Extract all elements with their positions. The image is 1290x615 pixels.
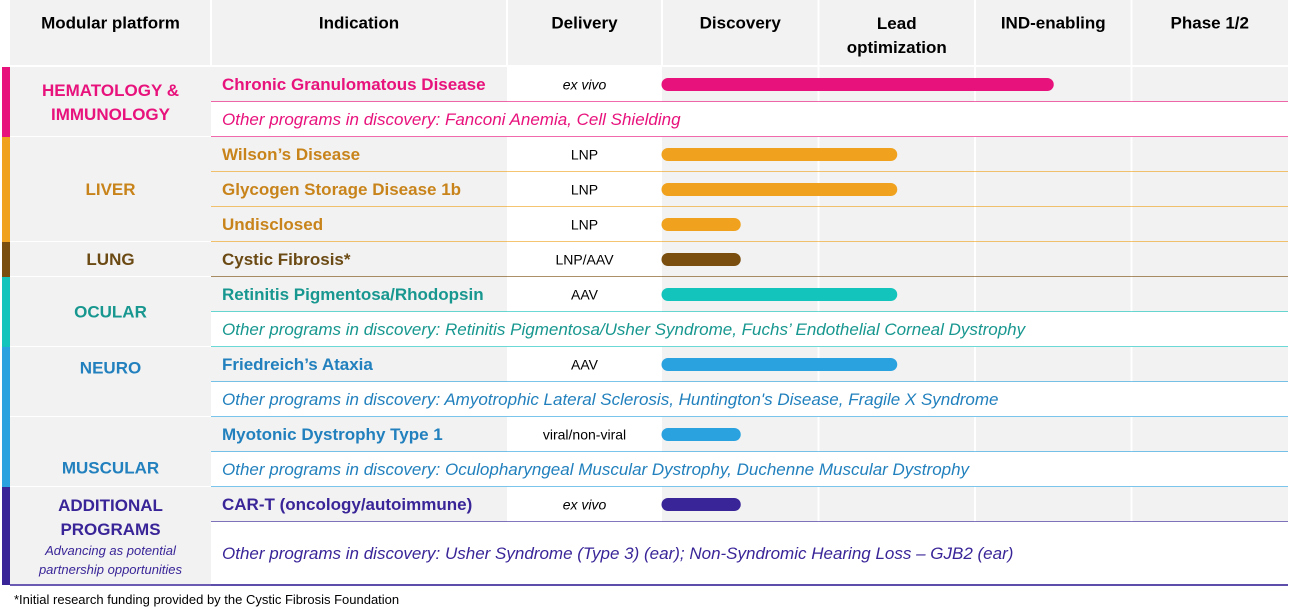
header-background <box>10 0 1288 65</box>
other-programs-note: Other programs in discovery: Fanconi Ane… <box>222 110 681 129</box>
header-indication: Indication <box>319 14 399 33</box>
platform-cell <box>10 347 211 417</box>
platform-cell <box>10 487 211 585</box>
delivery-label: LNP <box>571 182 598 198</box>
delivery-label: AAV <box>571 357 599 373</box>
header-delivery: Delivery <box>551 14 618 33</box>
platform-cell <box>10 417 211 487</box>
delivery-cell <box>507 347 662 382</box>
platform-cell <box>10 67 211 137</box>
indication-label: Cystic Fibrosis* <box>222 250 351 269</box>
platform-accent-bar <box>2 242 10 277</box>
platform-label: NEURO <box>80 359 141 378</box>
platform-label: MUSCULAR <box>62 459 159 478</box>
header-phase: Lead optimization <box>847 14 947 57</box>
note-background <box>211 452 1288 487</box>
pipeline-chart: Modular platform Indication Delivery Discov… <box>2 0 1288 586</box>
other-programs-note: Other programs in discovery: Usher Syndr… <box>222 544 1013 563</box>
other-programs-note: Other programs in discovery: Amyotrophic… <box>222 390 998 409</box>
platform-label: LUNG <box>86 250 134 269</box>
footnote: *Initial research funding provided by th… <box>14 592 400 607</box>
row-background <box>211 417 1288 452</box>
indication-label: Glycogen Storage Disease 1b <box>222 180 461 199</box>
delivery-label: ex vivo <box>563 77 607 93</box>
delivery-cell <box>507 207 662 242</box>
delivery-label: LNP/AAV <box>555 252 614 268</box>
delivery-label: ex vivo <box>563 497 607 513</box>
delivery-cell <box>507 277 662 312</box>
note-background <box>211 102 1288 137</box>
delivery-label: viral/non-viral <box>543 427 626 443</box>
note-background <box>211 382 1288 417</box>
platform-accent-bar <box>2 277 10 347</box>
header-phase: Discovery <box>700 14 782 33</box>
row-background <box>211 242 1288 277</box>
other-programs-note: Other programs in discovery: Retinitis P… <box>222 320 1027 339</box>
header-phase: IND-enabling <box>1001 14 1106 33</box>
indication-label: Wilson’s Disease <box>222 145 360 164</box>
header-platform: Modular platform <box>41 14 180 33</box>
delivery-cell <box>507 172 662 207</box>
platform-cell <box>10 277 211 347</box>
platform-cell <box>10 137 211 242</box>
row-background <box>211 207 1288 242</box>
delivery-cell <box>507 417 662 452</box>
row-background <box>211 487 1288 522</box>
platform-accent-bar <box>2 487 10 585</box>
delivery-label: LNP <box>571 147 598 163</box>
platform-cell <box>10 242 211 277</box>
indication-label: Friedreich’s Ataxia <box>222 355 373 374</box>
header-phase: Phase 1/2 <box>1171 14 1249 33</box>
platform-label: LIVER <box>85 180 135 199</box>
platform-subtitle: Advancing as potential partnership opport… <box>38 543 183 577</box>
other-programs-note: Other programs in discovery: Oculopharyn… <box>222 460 971 479</box>
platform-label: HEMATOLOGY & IMMUNOLOGY <box>42 81 179 124</box>
delivery-cell <box>507 487 662 522</box>
delivery-label: LNP <box>571 217 598 233</box>
platform-accent-bar <box>2 137 10 242</box>
platform-accent-bar <box>2 67 10 137</box>
indication-label: CAR-T (oncology/autoimmune) <box>222 495 472 514</box>
indication-label: Chronic Granulomatous Disease <box>222 75 486 94</box>
indication-label: Myotonic Dystrophy Type 1 <box>222 425 443 444</box>
note-background <box>211 312 1288 347</box>
delivery-cell <box>507 242 662 277</box>
indication-label: Undisclosed <box>222 215 323 234</box>
note-background <box>211 522 1288 585</box>
platform-label: OCULAR <box>74 303 147 322</box>
platform-label: ADDITIONAL PROGRAMS <box>58 496 163 539</box>
indication-label: Retinitis Pigmentosa/Rhodopsin <box>222 285 484 304</box>
delivery-cell <box>507 137 662 172</box>
platform-accent-bar <box>2 347 10 487</box>
delivery-cell <box>507 67 662 102</box>
delivery-label: AAV <box>571 287 599 303</box>
